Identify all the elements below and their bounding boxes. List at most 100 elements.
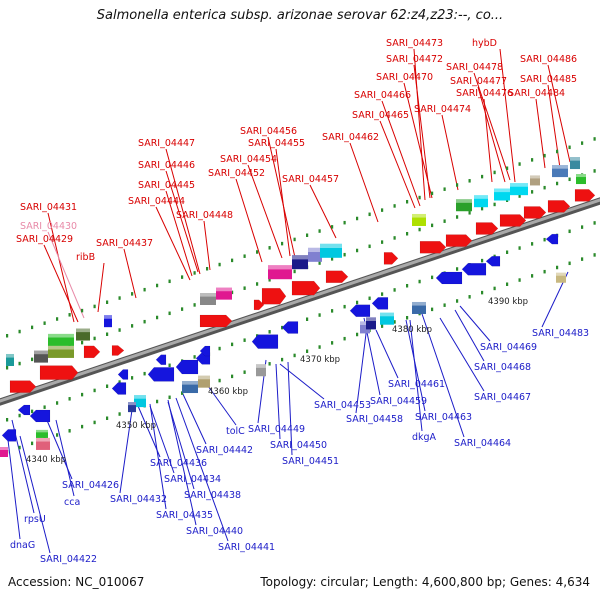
gene-box-shine xyxy=(292,255,308,260)
tick-mark xyxy=(143,319,146,324)
tick-mark xyxy=(393,236,396,240)
tick-mark xyxy=(118,412,121,416)
gene-box-shine xyxy=(556,272,566,276)
tick-mark xyxy=(493,286,496,291)
tick-mark xyxy=(243,370,246,374)
tick-mark xyxy=(68,429,71,433)
tick-mark xyxy=(156,283,159,288)
gene-box-shine xyxy=(76,328,90,333)
gene-label: hybD xyxy=(472,38,497,49)
gene-label: rpsU xyxy=(24,514,46,525)
leader-line xyxy=(203,220,211,271)
tick-mark xyxy=(6,365,9,370)
gene-box-shine xyxy=(200,293,216,297)
tick-mark xyxy=(156,315,159,320)
tick-mark xyxy=(506,166,509,170)
gene-box-shine xyxy=(510,183,528,187)
leader-line xyxy=(483,98,493,183)
gene-box-shine xyxy=(134,395,146,399)
tick-mark xyxy=(406,315,409,320)
gene-box xyxy=(474,195,488,208)
gene-box xyxy=(76,328,90,341)
tick-mark xyxy=(218,262,221,267)
tick-mark xyxy=(468,179,471,183)
tick-mark xyxy=(393,288,396,292)
tick-mark xyxy=(143,287,146,292)
leader-line xyxy=(247,164,283,259)
gene-label: SARI_04454 xyxy=(220,154,277,165)
forward-gene-arrow xyxy=(475,222,499,235)
leader-line xyxy=(459,305,491,342)
gene-box xyxy=(268,265,292,280)
gene-box xyxy=(308,247,322,262)
tick-mark xyxy=(531,274,534,278)
genome-backbone xyxy=(0,197,600,406)
gene-label: SARI_04437 xyxy=(96,238,153,249)
tick-mark xyxy=(206,266,209,271)
leader-line xyxy=(439,317,485,392)
leader-line xyxy=(477,86,506,183)
gene-box xyxy=(0,447,8,457)
forward-gene-arrow xyxy=(383,252,399,265)
tick-mark xyxy=(581,225,584,229)
gene-box xyxy=(198,375,210,388)
tick-mark xyxy=(581,257,584,261)
gene-label: SARI_04462 xyxy=(322,132,379,143)
tick-mark xyxy=(56,317,59,321)
gene-box-shine xyxy=(198,375,210,380)
gene-box-shine xyxy=(256,364,266,368)
gene-box-shine xyxy=(104,315,112,319)
leader-line xyxy=(405,319,426,412)
tick-mark xyxy=(6,417,9,422)
gene-box xyxy=(36,437,50,450)
tick-mark xyxy=(531,242,534,246)
tick-mark xyxy=(493,202,496,207)
leader-line xyxy=(547,64,571,163)
tick-mark xyxy=(343,220,346,225)
scale-label: 4340 kbp xyxy=(26,455,66,465)
tick-mark xyxy=(318,345,321,349)
tick-mark xyxy=(193,303,196,307)
leader-line xyxy=(275,363,281,440)
gene-box xyxy=(256,364,266,377)
gene-box-shine xyxy=(36,429,48,433)
reverse-gene-arrow xyxy=(199,345,211,357)
gene-box xyxy=(380,312,394,325)
gene-label: SARI_04447 xyxy=(138,138,195,149)
tick-mark xyxy=(168,363,171,368)
tick-mark xyxy=(118,328,121,332)
tick-mark xyxy=(93,388,96,393)
tick-mark xyxy=(318,229,321,233)
tick-mark xyxy=(268,278,271,282)
tick-mark xyxy=(481,174,484,179)
tick-mark xyxy=(281,241,284,246)
tick-mark xyxy=(331,225,334,229)
gene-label: SARI_04426 xyxy=(62,480,119,491)
forward-gene-arrow xyxy=(499,214,527,227)
reverse-gene-arrow xyxy=(111,382,127,395)
leader-line xyxy=(454,309,485,362)
tick-mark xyxy=(593,221,596,225)
tick-mark xyxy=(456,215,459,219)
gene-label: SARI_04463 xyxy=(415,412,472,423)
forward-gene-arrow xyxy=(83,345,101,359)
tick-mark xyxy=(456,299,459,303)
tick-mark xyxy=(256,282,259,286)
tick-mark xyxy=(356,300,359,305)
leader-line xyxy=(43,244,79,323)
tick-mark xyxy=(168,279,171,284)
gene-box-shine xyxy=(6,353,14,358)
tick-mark xyxy=(406,199,409,204)
scale-label: 4390 kbp xyxy=(488,297,528,307)
gene-box xyxy=(48,345,74,358)
tick-mark xyxy=(6,333,9,338)
tick-mark xyxy=(468,211,471,215)
gene-box xyxy=(6,353,14,366)
gene-label: SARI_04431 xyxy=(20,202,77,213)
tick-mark xyxy=(318,261,321,265)
forward-gene-arrow xyxy=(39,365,79,380)
gene-box-shine xyxy=(570,157,580,161)
tick-mark xyxy=(431,307,434,312)
leader-line xyxy=(473,72,511,181)
